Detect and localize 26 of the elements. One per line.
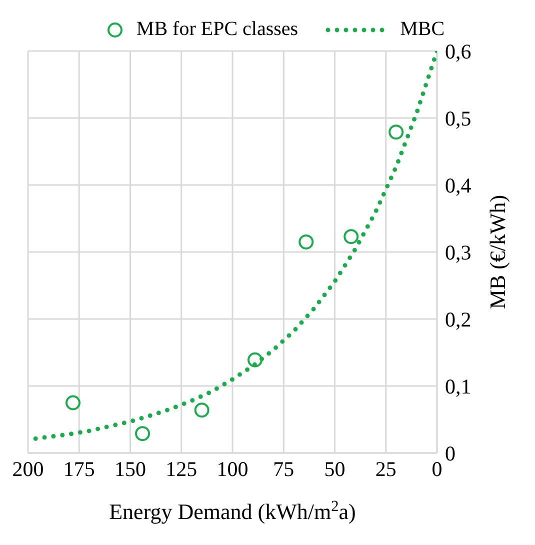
x-tick-label: 50 (324, 456, 346, 481)
point (135, 426, 150, 442)
point (65, 395, 80, 410)
y-tick-label: 0 (445, 441, 456, 466)
point (194, 402, 210, 418)
x-axis-title: Energy Demand (kWh/m$^{2}$a) (109, 498, 356, 524)
y-tick-label: 0,1 (445, 374, 472, 398)
y-axis-title: MB (€/kWh) (485, 194, 510, 310)
y-tick-label: 0,2 (445, 307, 472, 332)
legend-label: MB for EPC classes (136, 18, 298, 41)
legend-label: MBC (400, 18, 445, 41)
x-tick-label: 150 (114, 456, 146, 481)
point (344, 229, 359, 244)
point (388, 124, 404, 140)
y-tick-label: 0,5 (445, 106, 472, 130)
x-tick-label: 125 (166, 456, 198, 481)
y-tick-label: 0,6 (445, 39, 472, 64)
x-tick-label: 100 (216, 456, 248, 481)
y-tick-label: 0,4 (445, 173, 472, 198)
x-tick-label: 75 (273, 456, 294, 481)
x-tick-label: 200 (12, 456, 44, 481)
x-tick-label: 175 (63, 456, 95, 481)
y-tick-label: 0,3 (445, 240, 472, 264)
x-tick-label: 25 (375, 456, 396, 481)
point (247, 352, 262, 368)
point (298, 234, 314, 250)
